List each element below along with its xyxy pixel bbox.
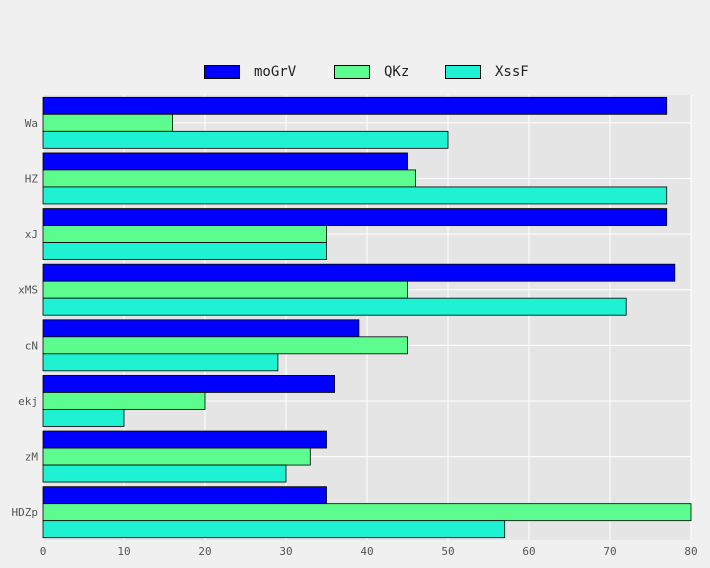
bar-moGrV-xJ	[42, 208, 668, 226]
y-tick-label: cN	[25, 339, 38, 352]
bar-moGrV-HDZp	[42, 486, 327, 505]
legend-swatch-series-1	[204, 65, 240, 79]
legend-item-series-2: QKz	[334, 62, 409, 82]
bar-XssF-ekj	[42, 409, 125, 427]
bar-XssF-xJ	[42, 242, 327, 260]
x-tick-label: 70	[603, 545, 616, 558]
legend-item-series-3: XssF	[445, 62, 529, 82]
legend-label-series-1: moGrV	[254, 64, 297, 80]
y-tick-label: xJ	[25, 228, 38, 241]
x-tick-label: 40	[360, 545, 373, 558]
y-tick-label: HDZp	[12, 506, 39, 519]
bar-QKz-HDZp	[42, 503, 692, 522]
legend-item-series-1: moGrV	[204, 62, 296, 82]
legend-swatch-series-2	[334, 65, 370, 79]
bar-XssF-cN	[42, 353, 279, 372]
bar-XssF-HDZp	[42, 520, 506, 539]
bar-QKz-xMS	[42, 280, 408, 299]
x-tick-label: 10	[117, 545, 130, 558]
bar-QKz-zM	[42, 447, 311, 466]
legend-swatch-series-3	[445, 65, 481, 79]
bar-QKz-HZ	[42, 169, 417, 188]
bar-moGrV-cN	[42, 319, 360, 338]
bar-XssF-xMS	[42, 297, 627, 316]
x-tick-label: 60	[522, 545, 535, 558]
chart-legend: moGrV QKz XssF	[0, 62, 710, 82]
bar-QKz-cN	[42, 336, 408, 355]
bar-QKz-Wa	[42, 113, 174, 132]
bar-QKz-xJ	[42, 225, 327, 243]
x-tick-label: 30	[279, 545, 292, 558]
bar-XssF-Wa	[42, 130, 449, 149]
bar-moGrV-ekj	[42, 375, 336, 393]
legend-label-series-2: QKz	[384, 64, 410, 80]
legend-label-series-3: XssF	[495, 64, 529, 80]
y-tick-label: ekj	[18, 395, 38, 408]
bar-XssF-zM	[42, 464, 287, 483]
bar-moGrV-HZ	[42, 152, 408, 171]
x-tick-label: 50	[441, 545, 454, 558]
x-tick-label: 80	[684, 545, 697, 558]
bar-moGrV-xMS	[42, 263, 676, 282]
x-tick-label: 20	[198, 545, 211, 558]
y-tick-label: Wa	[25, 117, 38, 130]
y-tick-label: xMS	[18, 284, 38, 297]
bar-moGrV-zM	[42, 430, 327, 449]
bar-moGrV-Wa	[42, 96, 668, 115]
y-tick-label: HZ	[25, 172, 39, 185]
bar-XssF-HZ	[42, 186, 668, 205]
y-tick-label: zM	[25, 451, 39, 464]
bar-QKz-ekj	[42, 392, 206, 410]
x-tick-label: 0	[40, 545, 47, 558]
